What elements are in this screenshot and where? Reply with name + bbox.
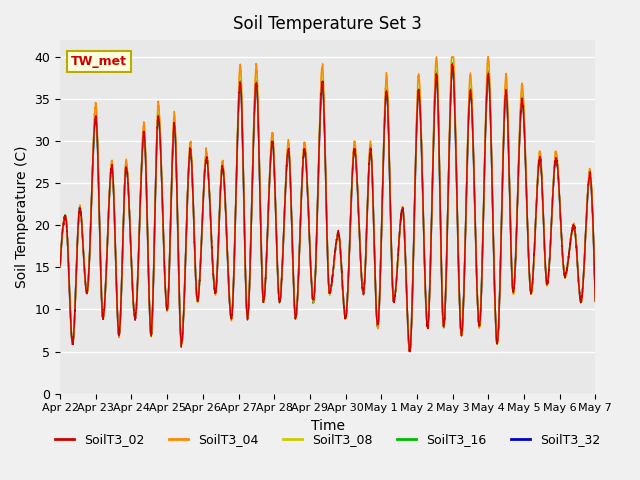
- Title: Soil Temperature Set 3: Soil Temperature Set 3: [233, 15, 422, 33]
- Y-axis label: Soil Temperature (C): Soil Temperature (C): [15, 145, 29, 288]
- Text: TW_met: TW_met: [71, 55, 127, 68]
- Legend: SoilT3_02, SoilT3_04, SoilT3_08, SoilT3_16, SoilT3_32: SoilT3_02, SoilT3_04, SoilT3_08, SoilT3_…: [50, 428, 605, 451]
- X-axis label: Time: Time: [310, 419, 345, 433]
